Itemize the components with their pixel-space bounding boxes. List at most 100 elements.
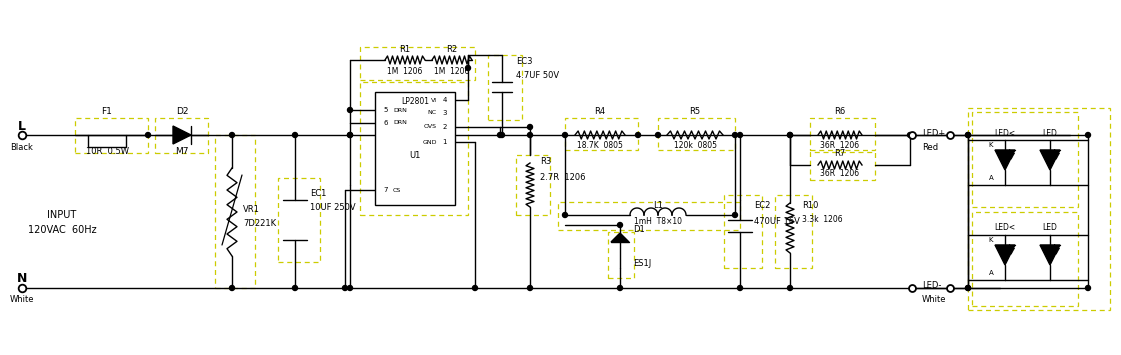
Text: NC: NC	[428, 110, 437, 115]
Text: VI: VI	[430, 98, 437, 103]
Text: R10: R10	[802, 201, 818, 209]
Text: LED: LED	[1043, 224, 1057, 233]
Bar	[724, 195, 762, 268]
Circle shape	[230, 132, 234, 137]
Text: 5: 5	[383, 107, 388, 113]
Circle shape	[908, 132, 912, 137]
Text: Black: Black	[10, 142, 34, 152]
Text: R4: R4	[594, 106, 605, 115]
Text: 1mH  T8×10: 1mH T8×10	[634, 218, 682, 226]
Text: K: K	[989, 142, 993, 148]
Text: DRN: DRN	[393, 108, 407, 113]
Text: 1: 1	[443, 139, 447, 145]
Bar	[810, 118, 876, 150]
Circle shape	[528, 132, 532, 137]
Bar	[376, 92, 455, 205]
Text: Red: Red	[921, 142, 938, 152]
Text: DRN: DRN	[393, 120, 407, 126]
Text: L: L	[18, 120, 26, 132]
Text: 120VAC  60Hz: 120VAC 60Hz	[28, 225, 96, 235]
Text: M7: M7	[175, 147, 188, 155]
Text: A: A	[989, 175, 993, 181]
Text: 6: 6	[383, 120, 388, 126]
Circle shape	[965, 132, 971, 137]
Circle shape	[343, 285, 348, 290]
Bar	[360, 47, 475, 80]
Circle shape	[656, 132, 660, 137]
Text: D2: D2	[176, 108, 188, 116]
Text: 7D221K: 7D221K	[243, 219, 276, 229]
Text: R5: R5	[689, 106, 701, 115]
Circle shape	[787, 285, 793, 290]
Bar	[155, 118, 209, 153]
Circle shape	[965, 285, 971, 290]
Text: L1: L1	[654, 201, 663, 209]
Circle shape	[787, 132, 793, 137]
Text: 4.7UF 50V: 4.7UF 50V	[516, 71, 559, 81]
Text: LED+: LED+	[921, 129, 945, 137]
Circle shape	[738, 132, 742, 137]
Circle shape	[293, 285, 297, 290]
Circle shape	[348, 285, 352, 290]
Text: LED-: LED-	[921, 282, 942, 290]
Text: R6: R6	[834, 106, 845, 115]
Polygon shape	[1040, 150, 1060, 170]
Bar	[558, 202, 740, 230]
Bar	[969, 108, 1110, 310]
Circle shape	[636, 132, 640, 137]
Bar	[215, 135, 254, 288]
Text: 18.7K  0805: 18.7K 0805	[577, 142, 623, 151]
Circle shape	[563, 213, 567, 218]
Circle shape	[528, 125, 532, 130]
Text: EC2: EC2	[754, 201, 770, 209]
Circle shape	[146, 132, 150, 137]
Circle shape	[348, 108, 352, 113]
Circle shape	[787, 132, 793, 137]
Circle shape	[738, 285, 742, 290]
Polygon shape	[611, 233, 629, 242]
Bar	[278, 178, 319, 262]
Text: EC3: EC3	[516, 58, 532, 66]
Text: OVS: OVS	[424, 125, 437, 130]
Circle shape	[563, 132, 567, 137]
Circle shape	[732, 213, 738, 218]
Polygon shape	[995, 245, 1015, 265]
Text: A: A	[989, 270, 993, 276]
Text: K: K	[989, 237, 993, 243]
Circle shape	[230, 285, 234, 290]
Text: R7: R7	[834, 149, 845, 158]
Circle shape	[348, 132, 352, 137]
Bar	[75, 118, 148, 153]
Circle shape	[472, 285, 478, 290]
Bar	[775, 195, 812, 268]
Circle shape	[465, 66, 471, 71]
Circle shape	[528, 285, 532, 290]
Polygon shape	[995, 150, 1015, 170]
Text: LED: LED	[1043, 129, 1057, 137]
Text: 10UF 250V: 10UF 250V	[311, 203, 355, 213]
Bar	[488, 55, 522, 120]
Text: LED<: LED<	[994, 129, 1016, 137]
Text: 3: 3	[443, 110, 447, 116]
Text: R2: R2	[446, 45, 457, 55]
Text: 36R  1206: 36R 1206	[821, 142, 860, 151]
Bar	[360, 82, 467, 215]
Circle shape	[500, 132, 504, 137]
Text: 1M  1206: 1M 1206	[388, 67, 423, 76]
Text: 7: 7	[383, 187, 388, 193]
Polygon shape	[173, 126, 191, 144]
Circle shape	[965, 285, 971, 290]
Text: LED<: LED<	[994, 224, 1016, 233]
Text: ES1J: ES1J	[633, 260, 651, 268]
Text: 2.7R  1206: 2.7R 1206	[540, 174, 585, 182]
Text: LP2801: LP2801	[401, 98, 429, 106]
Text: EC1: EC1	[311, 189, 326, 197]
Circle shape	[965, 132, 971, 137]
Text: 1M  1206: 1M 1206	[434, 67, 470, 76]
Polygon shape	[1040, 245, 1060, 265]
Text: D1: D1	[633, 225, 645, 235]
Text: 470UF 16V: 470UF 16V	[754, 218, 800, 226]
Bar	[608, 232, 634, 278]
Circle shape	[618, 285, 622, 290]
Text: VR1: VR1	[243, 206, 260, 214]
